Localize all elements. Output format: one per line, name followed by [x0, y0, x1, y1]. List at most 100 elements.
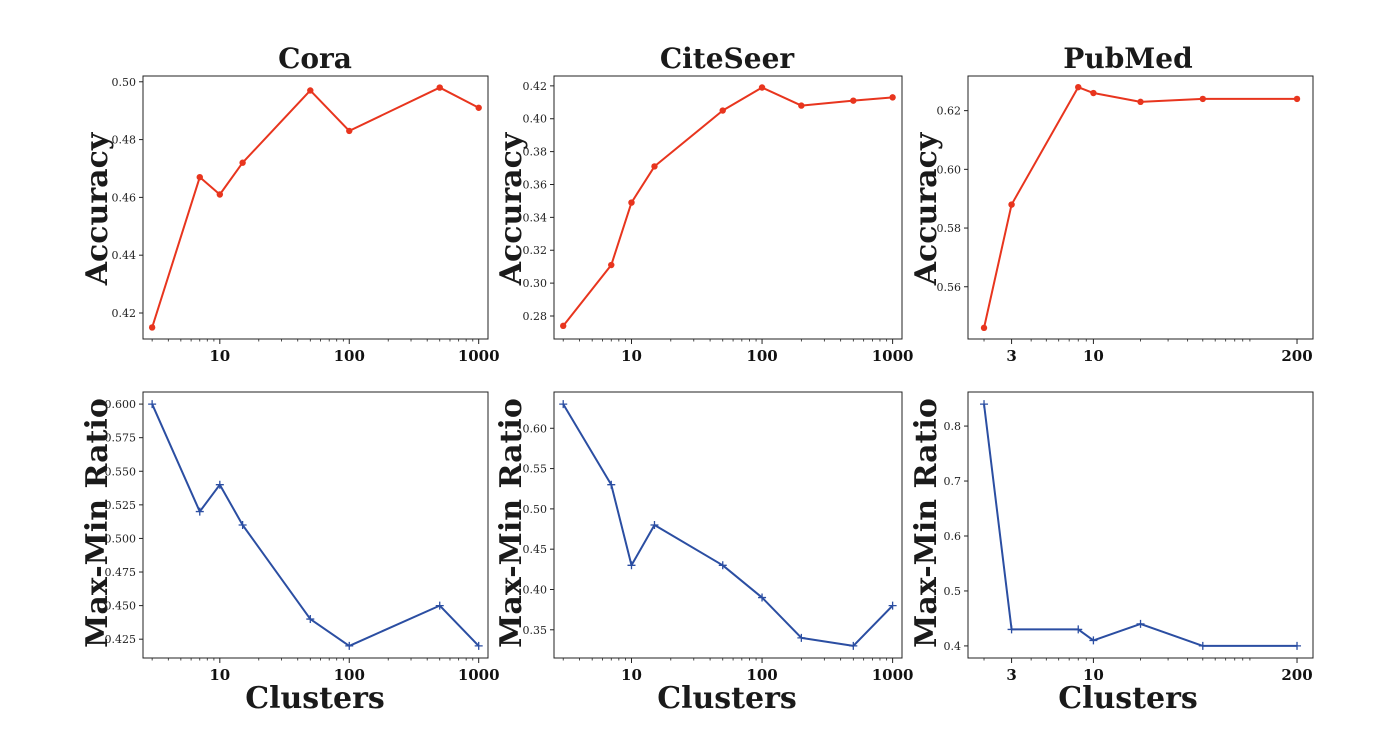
- series-line-pubmed-maxmin: [983, 403, 1298, 647]
- data-point: [797, 633, 806, 642]
- data-point: [607, 480, 616, 489]
- y-tick-label: 0.45: [523, 543, 548, 556]
- panel-cora-accuracy: 10 100 1000 0.42 0.44 0.46 0.48 0.50: [112, 75, 500, 365]
- data-point: [1074, 625, 1083, 634]
- axes-frame-citeseer-accuracy: [553, 75, 903, 340]
- x-tick-label: 100: [334, 347, 365, 365]
- x-tick-label: 1000: [458, 347, 500, 365]
- axes-frame-cora-accuracy: [142, 75, 489, 340]
- x-tick-label: 10: [621, 666, 642, 684]
- data-point: [850, 97, 857, 104]
- data-point: [306, 615, 315, 624]
- y-tick-label: 0.62: [937, 105, 962, 118]
- y-tick-label: 0.38: [523, 146, 548, 159]
- data-point: [239, 159, 246, 166]
- y-tick-label: 0.5: [944, 585, 962, 598]
- y-tick-label: 0.600: [105, 398, 137, 411]
- y-tick-label: 0.42: [112, 307, 137, 320]
- data-point: [1007, 625, 1016, 634]
- x-tick-label: 3: [1006, 666, 1016, 684]
- data-point: [215, 480, 224, 489]
- data-point: [345, 641, 354, 650]
- data-point: [719, 107, 726, 114]
- x-tick-label: 200: [1281, 666, 1312, 684]
- series-line-citeseer-accuracy: [562, 86, 893, 327]
- data-point: [346, 127, 353, 135]
- y-tick-label: 0.32: [523, 244, 548, 257]
- axes-frame-pubmed-accuracy: [967, 75, 1314, 340]
- panel-citeseer-maxmin: 10 100 1000 0.35 0.40 0.45 0.50 0.55 0.60: [523, 391, 913, 684]
- title-citeseer: CiteSeer: [660, 42, 796, 75]
- y-tick-label: 0.46: [112, 191, 137, 204]
- series-line-citeseer-maxmin: [562, 403, 894, 647]
- x-tick-label: 10: [209, 666, 230, 684]
- data-point: [307, 87, 314, 94]
- y-tick-label: 0.6: [944, 530, 962, 543]
- xlabel-citeseer: Clusters: [657, 681, 797, 716]
- data-point: [1137, 98, 1144, 106]
- y-tick-label: 0.4: [944, 640, 962, 653]
- data-point: [216, 191, 224, 198]
- y-tick-label: 0.40: [523, 583, 548, 596]
- x-tick-label: 100: [746, 666, 777, 684]
- y-tick-label: 0.30: [523, 277, 548, 290]
- xlabel-pubmed: Clusters: [1058, 681, 1198, 716]
- y-tick-label: 0.40: [523, 113, 548, 126]
- y-tick-label: 0.48: [112, 134, 137, 147]
- y-tick-label: 0.55: [523, 463, 548, 476]
- y-tick-label: 0.36: [523, 178, 548, 191]
- y-tick-label: 0.50: [523, 503, 548, 516]
- data-point: [1090, 89, 1097, 97]
- panel-cora-maxmin: 10 100 1000 0.425 0.450 0.475 0.500 0.525 0.550 0…: [105, 391, 500, 684]
- data-point: [1198, 641, 1207, 650]
- data-point: [238, 521, 247, 529]
- ylabel-pubmed-top: Accuracy: [909, 131, 944, 286]
- y-tick-label: 0.475: [105, 566, 137, 579]
- data-point: [195, 507, 204, 516]
- data-point: [436, 84, 443, 91]
- x-tick-label: 10: [621, 347, 642, 365]
- data-point: [196, 173, 203, 181]
- data-point: [1293, 95, 1301, 103]
- y-tick-label: 0.60: [523, 422, 548, 435]
- y-tick-label: 0.575: [105, 432, 137, 445]
- y-tick-label: 0.8: [944, 420, 962, 433]
- data-point: [718, 561, 727, 570]
- data-point: [475, 104, 482, 111]
- ylabel-citeseer-bottom: Max-Min Ratio: [494, 398, 529, 648]
- title-cora: Cora: [278, 42, 352, 75]
- ylabel-cora-top: Accuracy: [80, 131, 115, 286]
- y-tick-label: 0.60: [937, 163, 962, 176]
- x-tick-label: 1000: [458, 666, 500, 684]
- data-point: [888, 601, 897, 610]
- data-point: [758, 593, 767, 602]
- series-line-cora-accuracy: [151, 86, 480, 328]
- data-point: [435, 601, 444, 610]
- data-point: [980, 400, 989, 409]
- data-point: [1089, 636, 1098, 645]
- x-tick-label: 200: [1281, 347, 1312, 365]
- data-point: [559, 400, 568, 409]
- data-point: [1075, 83, 1082, 91]
- y-tick-label: 0.550: [105, 465, 137, 478]
- y-tick-label: 0.34: [523, 211, 548, 224]
- data-point: [1199, 95, 1206, 103]
- series-line-pubmed-accuracy: [983, 86, 1298, 329]
- y-tick-label: 0.35: [523, 624, 548, 637]
- data-point: [758, 84, 766, 91]
- axes-frame-pubmed-maxmin: [967, 391, 1314, 659]
- x-tick-label: 10: [1083, 347, 1104, 365]
- y-tick-label: 0.50: [112, 76, 137, 89]
- data-point: [798, 102, 805, 109]
- data-point: [1136, 619, 1145, 628]
- data-point: [651, 163, 658, 170]
- ylabel-citeseer-top: Accuracy: [494, 131, 529, 286]
- y-tick-label: 0.7: [944, 475, 962, 488]
- x-tick-label: 3: [1006, 347, 1016, 365]
- y-tick-label: 0.44: [112, 249, 137, 262]
- axes-frame-cora-maxmin: [142, 391, 489, 659]
- y-tick-label: 0.58: [937, 222, 962, 235]
- x-tick-label: 10: [209, 347, 230, 365]
- y-tick-label: 0.425: [105, 633, 137, 646]
